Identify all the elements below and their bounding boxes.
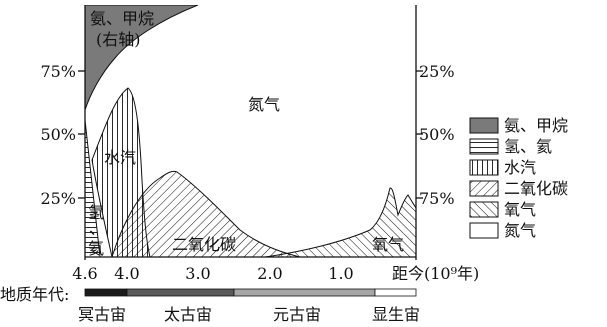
label-ammonia-methane: 氨、甲烷 (90, 9, 154, 28)
label-co2: 二氧化碳 (172, 235, 236, 254)
legend-swatch-hydrogen-helium (469, 138, 499, 155)
legend-label: 氧气 (504, 200, 536, 219)
x-tick-label: 2.0 (257, 264, 282, 283)
left-tick-label: 75% (40, 62, 76, 81)
right-tick-label: 75% (419, 189, 455, 208)
era-archean-segment (126, 288, 235, 297)
legend-swatch-ammonia (469, 117, 499, 134)
x-tick-label: 3.0 (185, 264, 210, 283)
era-proterozoic-segment (233, 288, 376, 297)
era-phanerozoic-label: 显生宙 (372, 305, 420, 324)
era-bar (84, 288, 417, 297)
area-oxygen (264, 187, 416, 257)
x-axis-title: 距今(10⁹年) (392, 264, 479, 283)
label-ammonia-methane-axis-note: (右轴) (96, 30, 141, 49)
era-bar-label: 地质年代: (0, 285, 69, 304)
era-hadean-label: 冥古宙 (78, 305, 126, 324)
area-carbon-dioxide (111, 170, 301, 257)
area-ammonia-methane (85, 5, 199, 111)
right-tick-label: 25% (419, 62, 455, 81)
legend-label: 水汽 (504, 158, 536, 177)
era-phanerozoic-segment (374, 288, 417, 297)
legend-label: 氢、氦 (504, 137, 552, 156)
legend-label: 氨、甲烷 (504, 116, 568, 135)
left-tick-label: 50% (40, 125, 76, 144)
legend-swatch-nitrogen (469, 222, 499, 239)
x-tick-label: 4.0 (114, 264, 139, 283)
era-proterozoic-label: 元古宙 (273, 305, 321, 324)
label-nitrogen: 氮气 (248, 95, 280, 114)
label-hydrogen-helium-sep: 、 (89, 219, 105, 238)
label-hydrogen: 氢 (88, 203, 104, 222)
label-helium: 氦 (88, 239, 104, 258)
x-tick-label: 4.6 (72, 264, 97, 283)
legend-label: 氮气 (504, 221, 536, 240)
x-tick-label: 1.0 (328, 264, 353, 283)
plot-areas (85, 5, 416, 257)
legend-label: 二氧化碳 (504, 179, 568, 198)
legend-swatch-oxygen (469, 201, 499, 218)
era-hadean-segment (84, 288, 128, 297)
label-oxygen: 氧气 (372, 235, 404, 254)
left-tick-label: 25% (40, 189, 76, 208)
legend-swatch-co2 (469, 180, 499, 197)
legend-swatch-water-vapor (469, 159, 499, 176)
legend: 氨、甲烷 氢、氦 水汽 二氧化碳 氧气 氮气 (469, 116, 568, 240)
label-water-vapor: 水汽 (104, 148, 136, 167)
right-tick-label: 50% (419, 125, 455, 144)
era-archean-label: 太古宙 (164, 305, 212, 324)
